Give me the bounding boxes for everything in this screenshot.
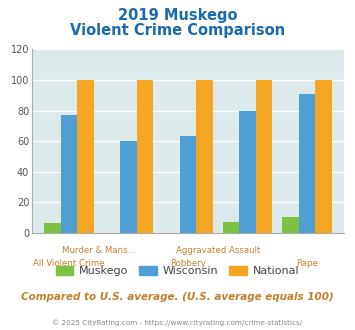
Bar	[223, 222, 239, 233]
Bar	[282, 217, 299, 233]
Text: 2019 Muskego: 2019 Muskego	[118, 8, 237, 23]
Text: Rape: Rape	[296, 259, 318, 268]
Text: © 2025 CityRating.com - https://www.cityrating.com/crime-statistics/: © 2025 CityRating.com - https://www.city…	[53, 319, 302, 326]
Text: Aggravated Assault: Aggravated Assault	[176, 247, 260, 255]
Text: Murder & Mans...: Murder & Mans...	[62, 247, 136, 255]
Bar	[137, 80, 153, 233]
Bar	[256, 80, 272, 233]
Bar	[180, 137, 196, 233]
Bar	[44, 223, 61, 233]
Bar	[120, 141, 137, 233]
Bar	[61, 115, 77, 233]
Bar	[239, 111, 256, 233]
Text: All Violent Crime: All Violent Crime	[33, 259, 105, 268]
Legend: Muskego, Wisconsin, National: Muskego, Wisconsin, National	[51, 261, 304, 280]
Bar	[196, 80, 213, 233]
Bar	[77, 80, 94, 233]
Bar	[299, 94, 316, 233]
Text: Violent Crime Comparison: Violent Crime Comparison	[70, 23, 285, 38]
Text: Compared to U.S. average. (U.S. average equals 100): Compared to U.S. average. (U.S. average …	[21, 292, 334, 302]
Bar	[316, 80, 332, 233]
Text: Robbery: Robbery	[170, 259, 206, 268]
